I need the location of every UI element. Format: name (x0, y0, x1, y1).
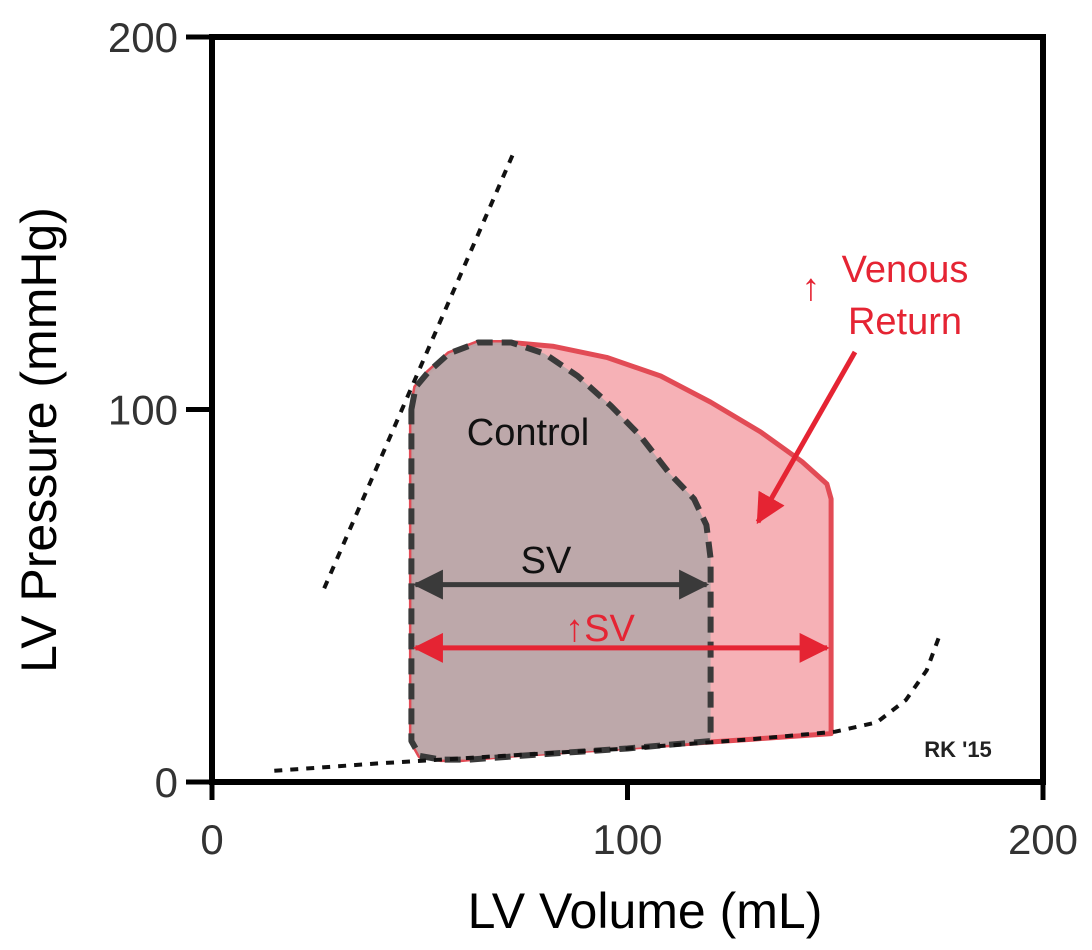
x-tick-label: 0 (200, 816, 223, 863)
y-axis-title: LV Pressure (mmHg) (11, 207, 67, 673)
y-tick-label: 0 (155, 759, 178, 806)
x-axis-ticks: 0 100 200 (200, 782, 1078, 863)
venous-up-arrow-glyph: ↑ (802, 267, 821, 309)
y-tick-label: 100 (108, 387, 178, 434)
sv-label: SV (521, 540, 572, 582)
control-label: Control (467, 412, 590, 454)
x-axis-title: LV Volume (mL) (468, 883, 823, 939)
y-tick-label: 200 (108, 14, 178, 61)
increased-sv-label: ↑SV (565, 608, 635, 650)
y-axis-ticks: 0 100 200 (108, 14, 212, 806)
venous-return-arrow (755, 350, 858, 525)
venous-label: Venous (842, 249, 969, 291)
end-diastolic-pv-relation (274, 636, 941, 773)
x-tick-label: 100 (592, 816, 662, 863)
author-credit: RK '15 (924, 737, 992, 762)
x-tick-label: 200 (1008, 816, 1078, 863)
return-label: Return (848, 301, 962, 343)
